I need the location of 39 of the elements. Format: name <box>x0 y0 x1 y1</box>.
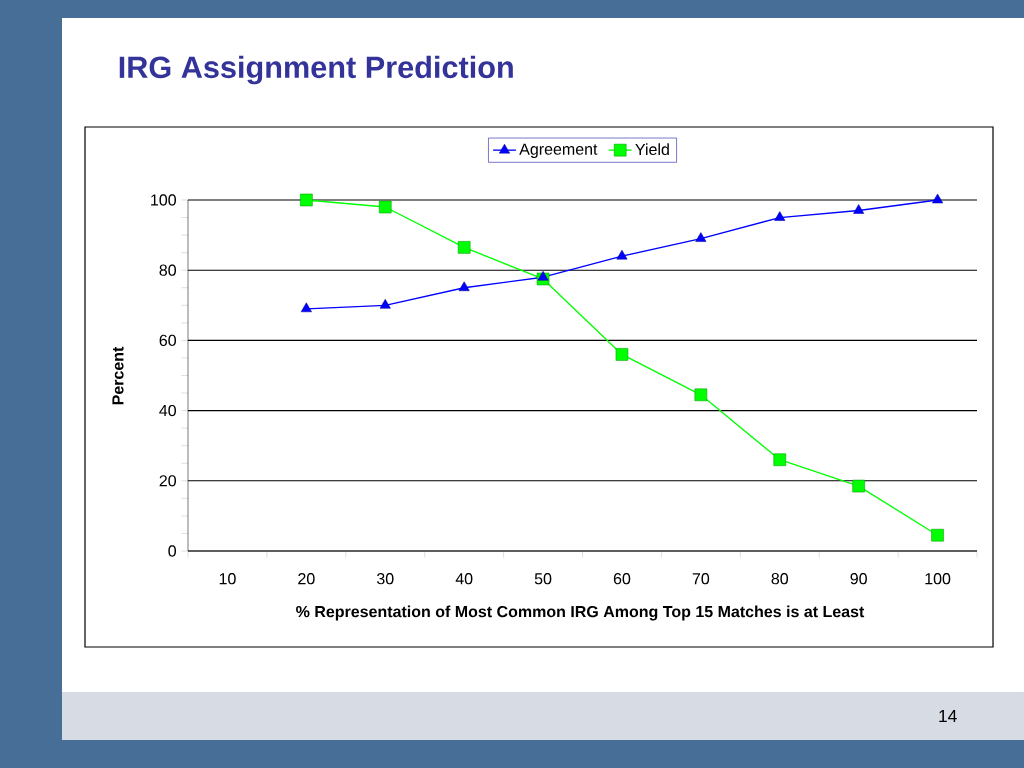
point <box>615 348 629 361</box>
point <box>694 388 708 402</box>
point <box>852 479 865 493</box>
point <box>300 193 313 207</box>
y-tick-label: 100 <box>151 194 176 206</box>
chart-title: IRG Assignment Prediction <box>119 55 513 85</box>
point <box>773 453 787 467</box>
point <box>378 200 392 214</box>
point <box>932 193 944 204</box>
x-tick-label: 10 <box>219 573 236 585</box>
x-tick-label: 50 <box>534 573 552 585</box>
point <box>853 204 865 214</box>
y-axis-title: Percent <box>112 346 124 405</box>
x-tick-label: 70 <box>692 573 710 585</box>
y-tick-label: 80 <box>159 264 177 276</box>
y-tick-label: 0 <box>168 545 177 557</box>
x-axis-title: % Representation of Most Common IRG Among Top 15 Matches is at Least <box>296 605 865 621</box>
point <box>774 211 786 221</box>
legend-label: Agreement <box>519 143 598 158</box>
x-tick-label: 80 <box>771 573 789 585</box>
x-tick-label: 60 <box>613 573 631 585</box>
x-tick-label: 20 <box>298 573 315 585</box>
x-tick-label: 40 <box>455 573 473 585</box>
y-tick-label: 60 <box>159 334 177 347</box>
point <box>695 232 707 242</box>
point <box>300 302 312 313</box>
point <box>379 299 391 309</box>
y-tick-label: 40 <box>159 404 177 417</box>
point <box>457 241 471 254</box>
x-tick-label: 100 <box>925 573 951 585</box>
point <box>616 249 628 260</box>
y-tick-label: 20 <box>159 475 177 487</box>
point <box>537 270 549 281</box>
point <box>458 281 470 292</box>
text: 14 <box>939 710 957 722</box>
x-tick-label: 30 <box>376 573 394 585</box>
point <box>931 528 944 542</box>
legend-label: Yield <box>635 143 669 156</box>
x-tick-label: 90 <box>850 573 867 585</box>
